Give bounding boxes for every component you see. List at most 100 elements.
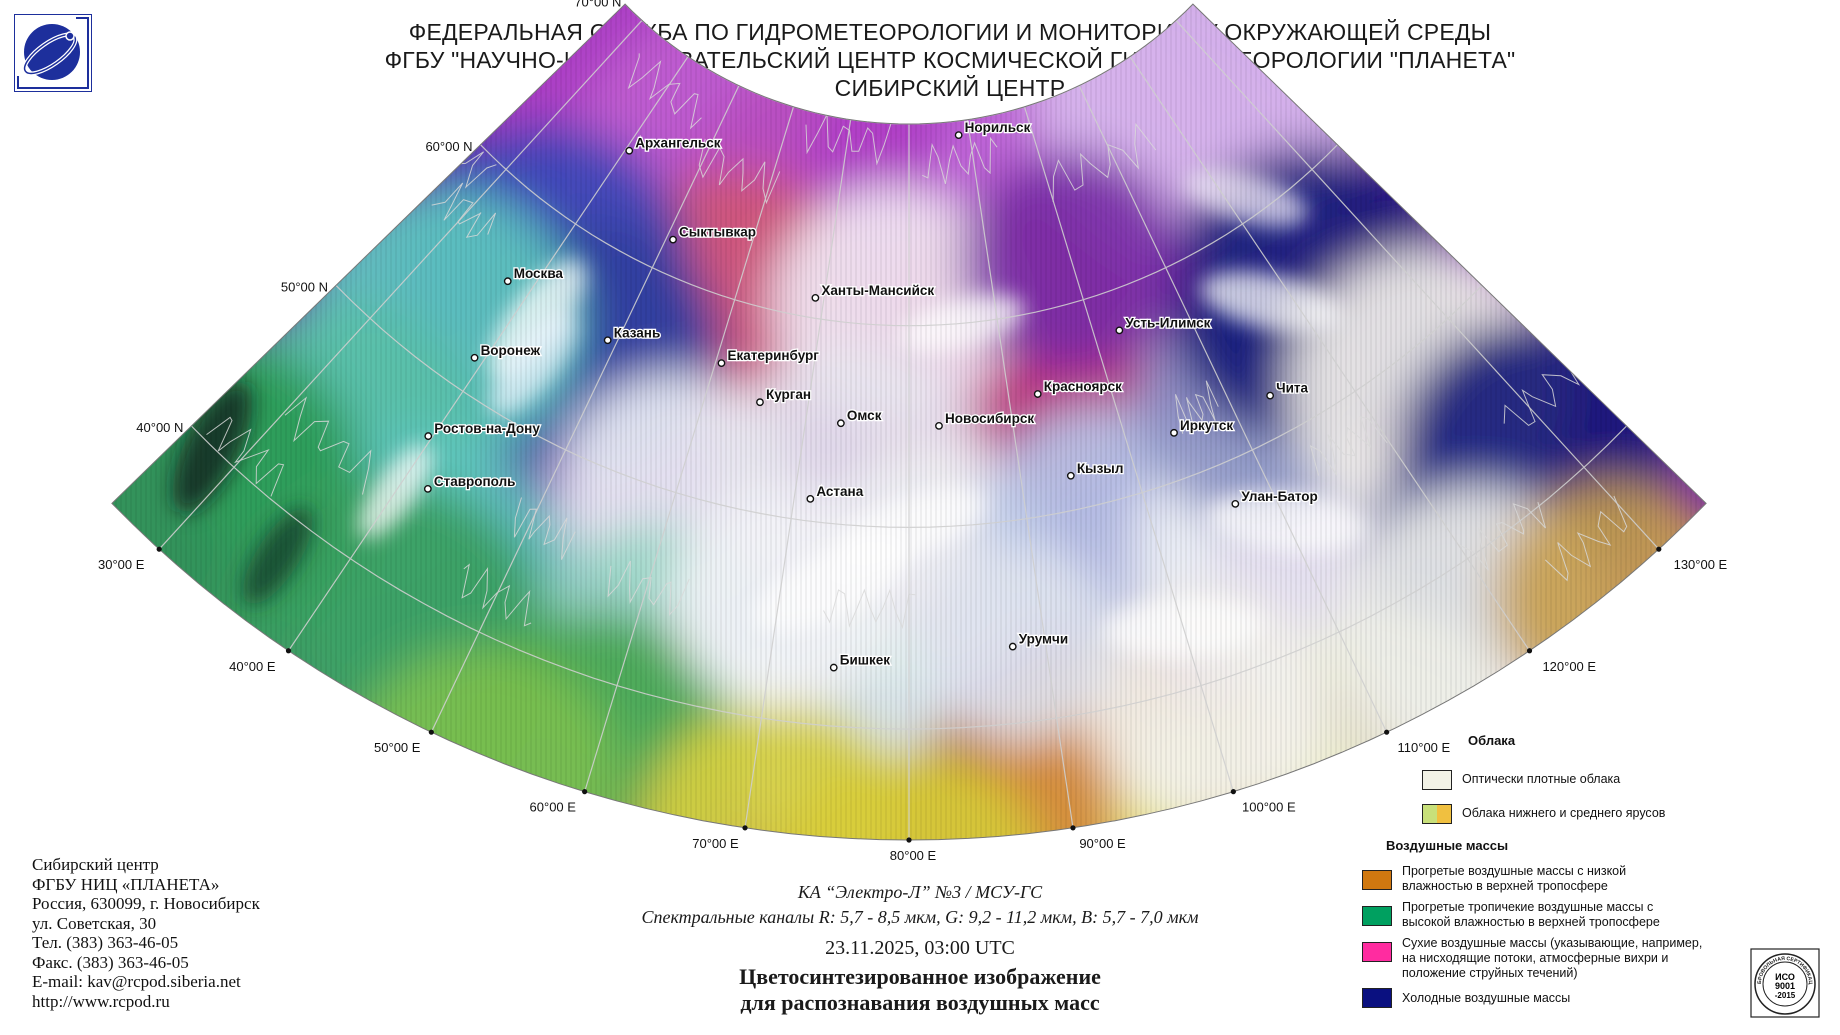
latitude-label: 40°00 N <box>136 420 183 435</box>
longitude-line <box>1175 20 1660 550</box>
city-marker: Бишкек <box>829 651 892 672</box>
city-marker: Чита <box>1266 379 1310 400</box>
city-dot <box>603 336 612 345</box>
city-marker: Улан-Батор <box>1231 488 1319 508</box>
iso-line-2: 9001 <box>1775 981 1795 991</box>
city-marker: Ханты-Мансийск <box>811 282 936 302</box>
longitude-label: 110°00 E <box>1398 740 1451 755</box>
city-marker: Курган <box>756 386 812 407</box>
coastline <box>1309 416 1388 476</box>
legend-swatch <box>1362 942 1392 962</box>
longitude-line <box>430 85 740 733</box>
contact-address: Россия, 630099, г. Новосибирск <box>32 894 260 913</box>
city-marker: Екатеринбург <box>717 347 821 368</box>
coastline <box>698 138 781 205</box>
legend-swatch <box>1422 804 1452 824</box>
city-dot <box>806 495 815 503</box>
image-title-2: для распознавания воздушных масс <box>740 990 1100 1015</box>
city-dot <box>1266 391 1275 400</box>
city-label: Усть-Илимск <box>1125 315 1210 330</box>
city-marker: Архангельск <box>625 134 722 155</box>
city-dot <box>954 131 963 140</box>
city-label: Ставрополь <box>434 474 516 489</box>
longitude-tick <box>1230 789 1236 795</box>
city-marker: Ставрополь <box>423 473 517 493</box>
legend-label: Облака нижнего и среднего ярусов <box>1462 806 1666 820</box>
contact-org: Сибирский центр <box>32 855 159 874</box>
city-dot <box>1231 500 1240 508</box>
city-dot <box>811 293 820 302</box>
iso-line-1: ИСО <box>1775 972 1795 982</box>
city-label: Москва <box>514 266 564 281</box>
coastline <box>607 560 690 616</box>
coastline <box>461 563 532 627</box>
city-label: Сыктывкар <box>679 225 756 240</box>
city-dot <box>836 419 845 428</box>
city-label: Омск <box>847 408 882 423</box>
city-label: Архангельск <box>635 136 721 151</box>
contact-website[interactable]: http://www.rcpod.ru <box>32 991 170 1011</box>
latitude-label: 50°00 N <box>281 279 328 294</box>
city-marker: Иркутск <box>1170 417 1235 437</box>
longitude-tick <box>1384 729 1390 735</box>
longitude-label: 120°00 E <box>1542 659 1596 674</box>
longitude-label: 60°00 E <box>530 800 577 815</box>
city-marker: Кызыл <box>1066 459 1125 480</box>
city-dot <box>625 146 634 155</box>
coastline <box>206 416 285 497</box>
longitude-label: 90°00 E <box>1079 836 1126 851</box>
longitude-line <box>1023 106 1234 792</box>
coastline <box>284 396 372 495</box>
contact-email[interactable]: E-mail: kav@rcpod.siberia.net <box>32 972 241 991</box>
legend-label: Сухие воздушные массы (указывающие, напр… <box>1402 936 1703 980</box>
legend-swatch <box>1422 770 1452 790</box>
city-dot <box>1033 390 1042 398</box>
image-caption: КА “Электро-Л” №3 / МСУ-ГС Спектральные … <box>560 880 1280 1016</box>
city-dot <box>935 421 943 430</box>
city-dot <box>1115 326 1124 335</box>
city-marker: Новосибирск <box>935 410 1036 430</box>
longitude-label: 130°00 E <box>1674 557 1728 572</box>
city-label: Улан-Батор <box>1241 489 1317 504</box>
legend-clouds-title: Облака <box>1468 733 1516 748</box>
longitude-label: 100°00 E <box>1242 800 1296 815</box>
satellite-name: КА “Электро-Л” №3 / МСУ-ГС <box>797 882 1043 902</box>
city-dot <box>470 353 479 362</box>
longitude-line <box>966 119 1074 828</box>
city-label: Астана <box>816 484 863 499</box>
city-marker: Норильск <box>954 119 1032 140</box>
city-marker: Усть-Илимск <box>1115 314 1212 335</box>
city-label: Курган <box>766 387 811 402</box>
city-label: Красноярск <box>1044 379 1122 394</box>
contact-phone: Тел. (383) 363-46-05 <box>32 933 179 952</box>
city-label: Кызыл <box>1077 461 1124 476</box>
longitude-tick <box>428 729 434 735</box>
longitude-line <box>1129 56 1531 652</box>
image-datetime: 23.11.2025, 03:00 UTC <box>825 937 1015 959</box>
legend-item-low-mid-clouds: Облака нижнего и среднего ярусов <box>1422 804 1665 824</box>
longitude-tick <box>1656 546 1662 552</box>
city-label: Новосибирск <box>945 411 1034 426</box>
legend-item-warm-tropical: Прогретые тропичекие воздушные массы с в… <box>1362 900 1692 930</box>
city-label: Иркутск <box>1180 418 1233 433</box>
legend-item-dry-air: Сухие воздушные массы (указывающие, напр… <box>1362 936 1712 981</box>
latitude-label: 60°00 N <box>425 139 472 154</box>
coastline <box>1457 501 1546 571</box>
header-line-3: СИБИРСКИЙ ЦЕНТР <box>834 75 1066 101</box>
city-dot <box>423 484 432 493</box>
longitude-line <box>1078 85 1388 733</box>
longitude-tick <box>1526 648 1533 654</box>
city-dot <box>424 432 433 440</box>
city-marker: Казань <box>603 324 662 345</box>
city-label: Воронеж <box>481 343 541 358</box>
legend-label: Оптически плотные облака <box>1462 772 1621 786</box>
longitude-label: 80°00 E <box>890 848 937 863</box>
city-label: Казань <box>614 325 661 340</box>
city-dot <box>1170 428 1178 437</box>
city-marker: Урумчи <box>1008 630 1069 651</box>
longitude-line <box>287 56 689 652</box>
legend-label: Прогретые воздушные массы с низкой влажн… <box>1402 864 1627 893</box>
legend-airmass-title: Воздушные массы <box>1386 838 1509 853</box>
city-label: Бишкек <box>840 653 891 668</box>
longitude-tick <box>742 825 748 831</box>
